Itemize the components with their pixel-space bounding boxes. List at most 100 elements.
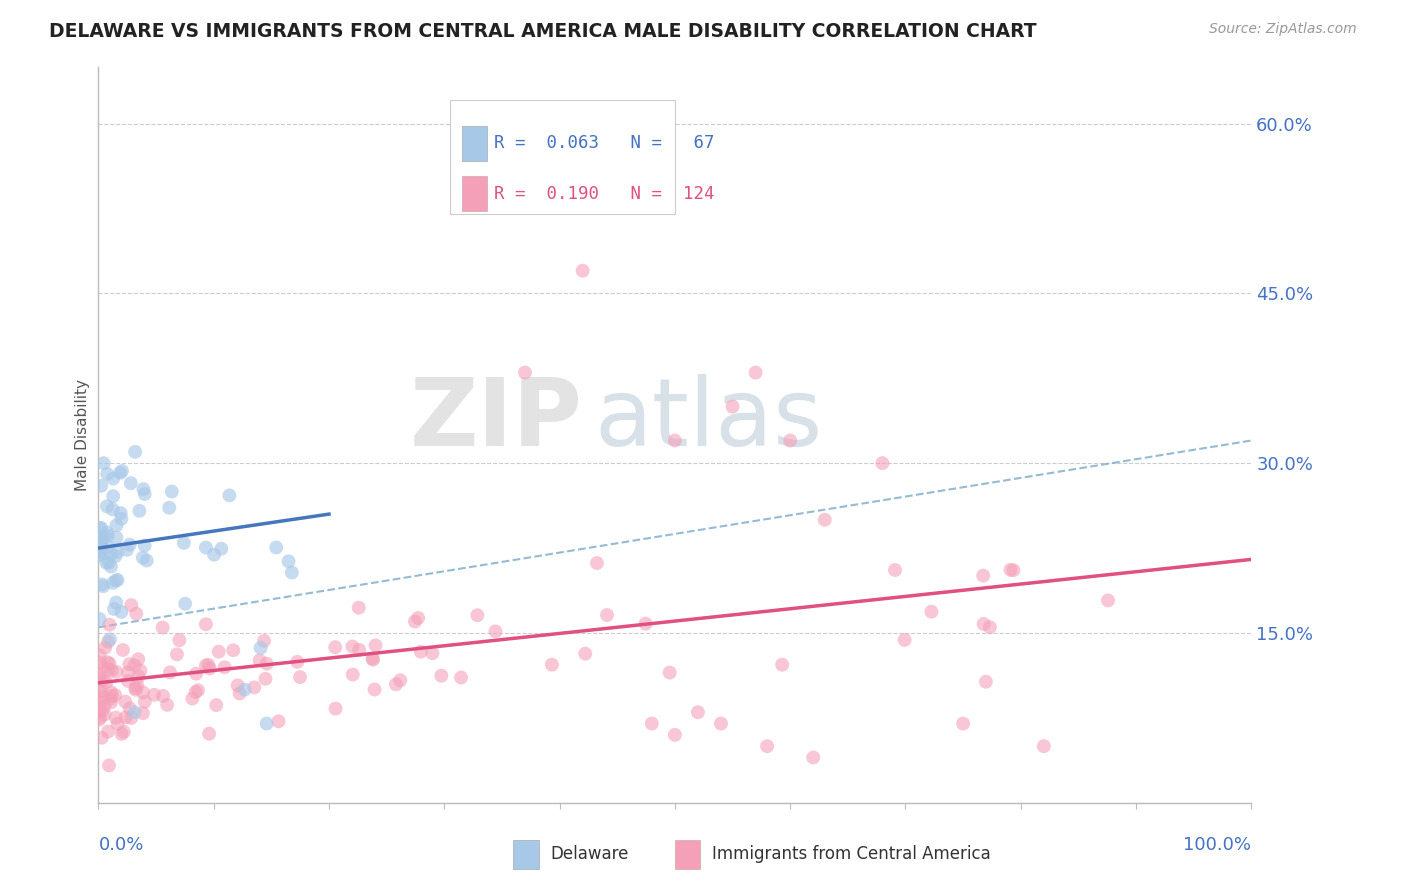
Point [152,620,174,634]
Point [233,682,256,697]
Point [98,758,121,772]
Point [110,605,132,619]
Point [89,685,111,699]
Point [100,685,122,699]
Point [256,716,278,731]
Point [574,647,596,661]
Point [721,400,744,414]
Point [194,658,217,673]
Point [184,666,207,681]
Point [363,682,385,697]
Point [952,716,974,731]
Point [214,660,236,674]
Point [389,673,412,688]
Point [97,634,120,648]
Point [89,667,111,681]
Point [100,664,122,678]
Point [93,456,115,470]
Point [160,484,183,499]
Point [132,685,155,699]
Point [422,646,444,660]
Point [166,648,188,662]
Text: Immigrants from Central America: Immigrants from Central America [711,846,990,863]
Point [124,682,146,697]
Point [342,640,364,654]
Point [342,667,364,681]
Point [114,695,136,709]
Point [108,466,131,480]
Point [159,665,181,680]
Point [228,686,250,700]
Point [979,620,1001,634]
Point [101,472,124,486]
Point [243,681,266,695]
Point [91,579,114,593]
Point [226,678,249,692]
Point [104,574,127,588]
Point [93,707,115,722]
Point [93,530,115,544]
Point [208,645,231,659]
Point [467,608,489,623]
Point [132,482,155,496]
Point [124,658,146,673]
Text: Source: ZipAtlas.com: Source: ZipAtlas.com [1209,22,1357,37]
Point [222,643,245,657]
Text: 100.0%: 100.0% [1184,836,1251,854]
Point [972,568,994,582]
Point [89,648,111,663]
Point [90,479,112,493]
Point [872,456,894,470]
Point [112,724,135,739]
Point [325,701,347,715]
Point [107,573,129,587]
Point [132,550,155,565]
Point [104,688,127,702]
Point [184,685,207,699]
Point [134,695,156,709]
Point [973,617,995,632]
Point [132,706,155,720]
Point [1002,563,1025,577]
Point [90,731,112,745]
Point [893,632,915,647]
Y-axis label: Male Disability: Male Disability [75,379,90,491]
Point [105,595,128,609]
Text: atlas: atlas [595,374,823,467]
Point [97,663,120,677]
Point [91,704,114,718]
Point [103,489,125,503]
Point [89,521,111,535]
Point [205,698,228,712]
Point [96,655,118,669]
Point [484,624,506,639]
Point [115,542,138,557]
Point [110,512,132,526]
Point [103,602,125,616]
Point [710,716,733,731]
Point [285,655,308,669]
Point [97,724,120,739]
Point [409,645,432,659]
Text: Delaware: Delaware [550,846,628,863]
Point [100,548,122,562]
Point [89,710,111,724]
Point [197,657,219,672]
Point [194,617,217,632]
Point [347,600,370,615]
Point [118,701,141,715]
Point [111,464,134,478]
Point [143,688,166,702]
Point [107,545,129,559]
Point [169,633,191,648]
Point [91,545,114,559]
Point [105,518,128,533]
Point [96,675,118,690]
Point [198,726,221,740]
Point [152,689,174,703]
Point [156,698,179,712]
Point [90,521,112,535]
Point [105,665,128,679]
Point [281,566,304,580]
Point [253,633,276,648]
